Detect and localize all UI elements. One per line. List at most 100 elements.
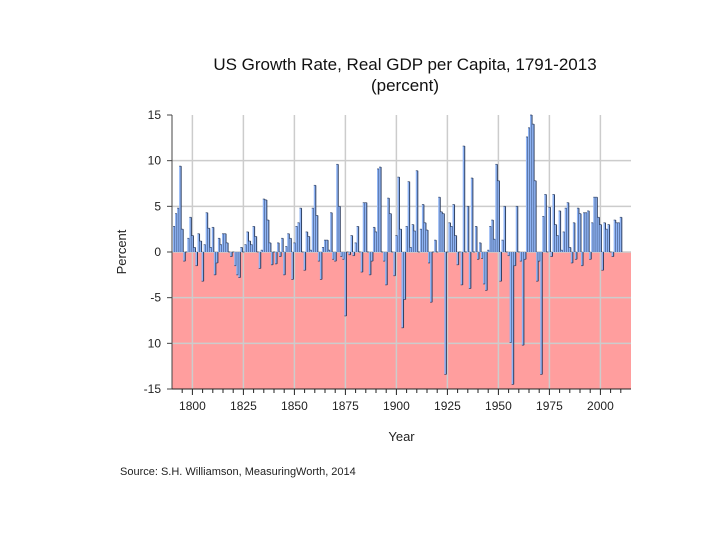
bar <box>452 204 455 252</box>
bar <box>462 146 465 252</box>
bar <box>187 238 190 252</box>
bar <box>491 220 494 252</box>
y-tick-label: 10 <box>148 336 162 350</box>
bar <box>534 180 537 252</box>
x-tick-label: 1850 <box>281 399 308 413</box>
bar <box>264 199 267 252</box>
bar <box>527 127 531 252</box>
bar <box>205 212 208 252</box>
bar <box>217 238 220 252</box>
bar <box>317 252 320 262</box>
bar <box>460 252 463 285</box>
bar <box>405 226 408 252</box>
x-axis-title: Year <box>388 429 415 444</box>
bar <box>483 252 486 284</box>
bar <box>330 212 333 252</box>
bar <box>601 252 604 271</box>
bar <box>387 198 390 252</box>
bar <box>448 222 451 252</box>
bar <box>197 233 200 252</box>
bar <box>311 208 314 252</box>
bar <box>548 207 551 252</box>
bar <box>415 170 418 252</box>
bar <box>348 252 351 255</box>
bar <box>395 235 398 252</box>
bar <box>454 235 457 252</box>
bar <box>254 236 257 252</box>
bar <box>240 247 243 252</box>
bar <box>289 238 292 252</box>
y-tick-label: 5 <box>154 199 161 213</box>
bar <box>368 252 371 275</box>
bar <box>199 241 202 252</box>
source-note: Source: S.H. Williamson, MeasuringWorth,… <box>120 466 356 478</box>
bar <box>421 204 424 252</box>
bar <box>562 231 565 252</box>
bar <box>377 168 380 252</box>
bar <box>423 222 426 252</box>
bar <box>326 240 329 252</box>
bar <box>399 229 402 252</box>
bar <box>450 226 453 252</box>
bar <box>552 194 555 252</box>
bar <box>173 226 176 252</box>
bar <box>525 136 528 252</box>
bar <box>277 242 280 252</box>
bar <box>401 252 404 328</box>
bar <box>238 252 241 278</box>
bar <box>589 252 592 260</box>
bar <box>328 250 331 252</box>
bar <box>352 252 355 256</box>
bar <box>440 211 443 252</box>
bar <box>250 244 253 252</box>
bar <box>572 222 575 252</box>
bar <box>191 235 194 252</box>
bar <box>503 206 506 252</box>
bar <box>258 252 261 269</box>
bar <box>544 194 547 252</box>
bar <box>511 252 514 385</box>
bar <box>481 252 484 259</box>
bar <box>364 202 367 252</box>
bar <box>578 213 582 252</box>
bar <box>175 213 178 252</box>
bar <box>283 252 286 275</box>
bar <box>303 252 306 271</box>
bar <box>393 252 396 276</box>
x-tick-label: 1950 <box>485 399 512 413</box>
bar <box>419 229 422 252</box>
bar <box>566 202 569 252</box>
bar <box>585 212 588 252</box>
bar <box>334 252 337 262</box>
bar <box>507 252 510 256</box>
bar <box>181 229 184 252</box>
y-tick-label: -15 <box>144 382 162 396</box>
bar <box>319 252 322 280</box>
bar <box>403 252 406 300</box>
bar <box>379 167 382 252</box>
bar <box>556 235 559 252</box>
bar <box>234 252 237 266</box>
bar <box>434 240 437 252</box>
bar <box>515 206 518 252</box>
x-tick-label: 1800 <box>179 399 206 413</box>
bar <box>266 220 269 252</box>
bar <box>248 241 251 252</box>
bar <box>581 252 584 266</box>
y-tick-label: 0 <box>154 245 161 259</box>
bar <box>285 246 288 252</box>
bar <box>538 252 541 262</box>
bar <box>224 233 227 252</box>
bar <box>230 252 233 257</box>
bar <box>468 252 471 289</box>
bar <box>509 252 512 343</box>
bar <box>470 178 473 252</box>
bar <box>179 166 182 252</box>
x-tick-label: 1875 <box>332 399 359 413</box>
bar <box>554 224 557 252</box>
y-tick-label: -5 <box>150 291 161 305</box>
bar <box>568 247 571 252</box>
bar <box>479 242 482 252</box>
x-tick-label: 1825 <box>230 399 257 413</box>
